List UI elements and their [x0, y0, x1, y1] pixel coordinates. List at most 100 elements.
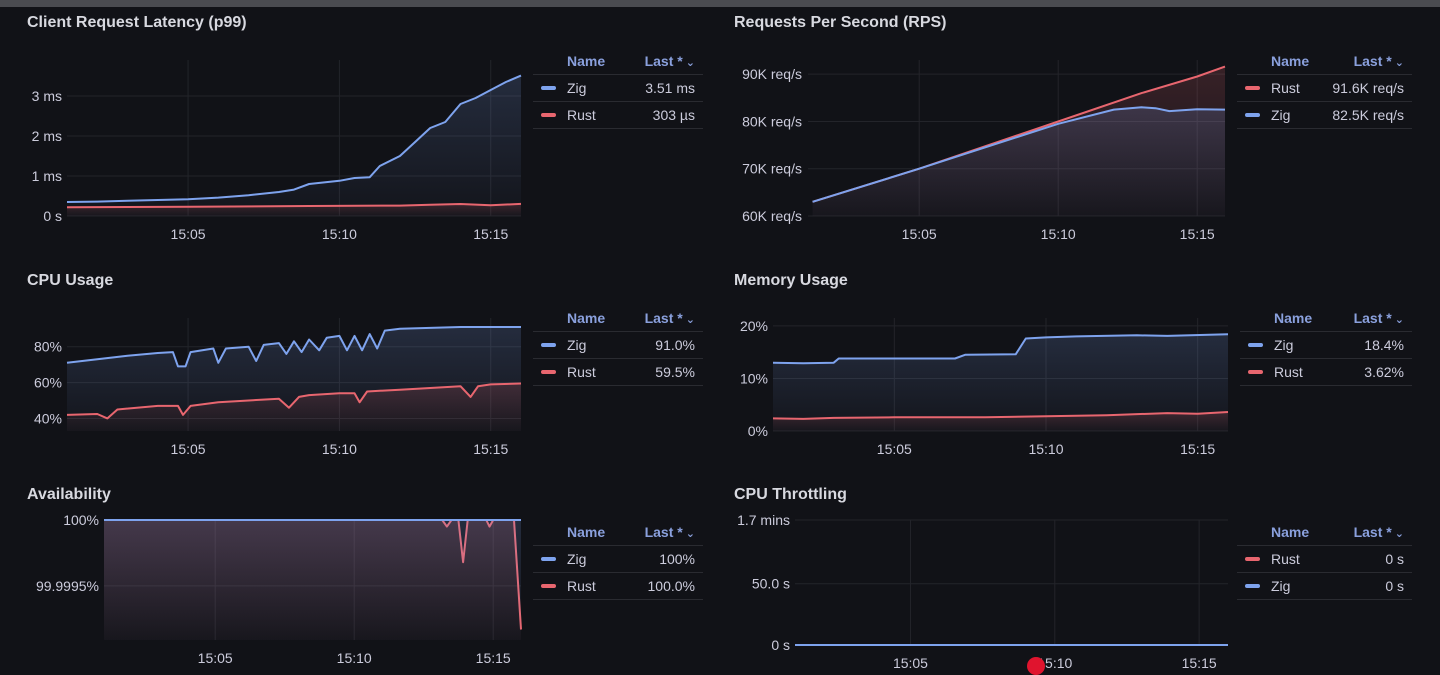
- legend-name-header[interactable]: Name: [567, 53, 606, 69]
- y-tick-label: 10%: [740, 370, 768, 386]
- x-tick-label: 15:10: [337, 650, 372, 666]
- series-area-rust: [67, 383, 521, 431]
- legend-name-header[interactable]: Name: [567, 310, 606, 326]
- legend-last-header[interactable]: Last * ⌄: [645, 310, 703, 326]
- series-line-zig[interactable]: [66, 74, 522, 203]
- chevron-down-icon: ⌄: [682, 528, 695, 540]
- legend-name-header[interactable]: Name: [1274, 310, 1313, 326]
- series-area-zig: [773, 334, 1228, 431]
- legend-last-header[interactable]: Last * ⌄: [645, 53, 703, 69]
- legend-name-header[interactable]: Name: [1271, 53, 1310, 69]
- legend-row-rust[interactable]: Rust 91.6K req/s: [1237, 75, 1412, 102]
- panel-client-request-latency-p99[interactable]: Client Request Latency (p99) 0 s 1 ms 2 ms 3…: [18, 8, 710, 258]
- series-line-rust[interactable]: [772, 411, 1229, 420]
- panel-requests-per-second-rps[interactable]: Requests Per Second (RPS) 60K req/s 70K re…: [725, 8, 1420, 258]
- y-tick-label: 2 ms: [32, 128, 62, 144]
- legend-series-label: Rust: [1271, 551, 1300, 567]
- legend-series-name: Zig: [533, 551, 659, 567]
- legend-row-zig[interactable]: Zig 3.51 ms: [533, 75, 703, 102]
- series-color-swatch: [1245, 86, 1260, 90]
- panel-title[interactable]: CPU Throttling: [734, 486, 847, 503]
- x-tick-label: 15:05: [198, 650, 233, 666]
- mouse-cursor-indicator: [1027, 657, 1045, 675]
- legend-row-zig[interactable]: Zig 0 s: [1237, 573, 1412, 600]
- legend-header: Name Last * ⌄: [533, 48, 703, 75]
- legend-last-header-label: Last *: [1353, 310, 1392, 326]
- y-tick-label: 40%: [34, 410, 62, 426]
- panel-cpu-usage[interactable]: CPU Usage 40% 60% 80% 15:05 15:10 15:15 Name Las…: [18, 266, 710, 472]
- y-tick-label: 0 s: [771, 637, 790, 653]
- legend-row-rust[interactable]: Rust 59.5%: [533, 359, 703, 386]
- y-tick-label: 60%: [34, 375, 62, 391]
- legend-row-zig[interactable]: Zig 100%: [533, 546, 703, 573]
- legend-series-label: Rust: [567, 364, 596, 380]
- y-tick-label: 80%: [34, 339, 62, 355]
- series-line-rust[interactable]: [66, 202, 522, 209]
- series-line-zig[interactable]: [66, 326, 521, 368]
- legend-series-name: Zig: [1237, 107, 1332, 123]
- legend-row-zig[interactable]: Zig 91.0%: [533, 332, 703, 359]
- legend-row-rust[interactable]: Rust 0 s: [1237, 546, 1412, 573]
- panel-title[interactable]: Availability: [27, 486, 111, 503]
- chevron-down-icon: ⌄: [1391, 57, 1404, 69]
- legend-series-label: Zig: [567, 551, 587, 567]
- legend-row-zig[interactable]: Zig 82.5K req/s: [1237, 102, 1412, 129]
- y-tick-label: 3 ms: [32, 88, 62, 104]
- series-line-zig[interactable]: [812, 106, 1226, 203]
- legend-last-header-label: Last *: [1353, 524, 1392, 540]
- chart-svg: 0% 10% 20% 15:05 15:10 15:15: [740, 318, 1229, 457]
- legend-series-label: Zig: [1271, 107, 1291, 123]
- legend-series-label: Rust: [567, 578, 596, 594]
- legend-name-header[interactable]: Name: [1271, 524, 1310, 540]
- legend-last-header[interactable]: Last * ⌄: [1354, 524, 1412, 540]
- legend-table: Name Last * ⌄ Zig 100% Rust 100.0%: [533, 519, 703, 600]
- legend-last-header-label: Last *: [644, 524, 683, 540]
- legend-last-value: 100.0%: [647, 578, 695, 594]
- legend-series-name: Rust: [533, 364, 655, 380]
- panel-availability[interactable]: Availability 99.9995% 100% 15:05 15:10 15:15 N…: [18, 480, 710, 671]
- chart-svg: 40% 60% 80% 15:05 15:10 15:15: [34, 318, 522, 457]
- panel-title[interactable]: Memory Usage: [734, 272, 848, 289]
- panel-title[interactable]: CPU Usage: [27, 272, 114, 289]
- series-area-rust: [773, 412, 1228, 431]
- legend-last-header[interactable]: Last * ⌄: [645, 524, 703, 540]
- legend-header: Name Last * ⌄: [1237, 519, 1412, 546]
- panel-memory-usage[interactable]: Memory Usage 0% 10% 20% 15:05 15:10 15:15 Name L…: [725, 266, 1420, 472]
- series-color-swatch: [541, 86, 556, 90]
- panel-title[interactable]: Client Request Latency (p99): [27, 14, 247, 31]
- legend-series-label: Zig: [1271, 578, 1291, 594]
- legend-series-name: Zig: [1240, 337, 1364, 353]
- legend-row-zig[interactable]: Zig 18.4%: [1240, 332, 1412, 359]
- legend-last-value: 100%: [659, 551, 695, 567]
- panel-title[interactable]: Requests Per Second (RPS): [734, 14, 947, 31]
- series-color-swatch: [541, 557, 556, 561]
- legend-last-value: 82.5K req/s: [1332, 107, 1404, 123]
- y-tick-label: 80K req/s: [742, 113, 802, 129]
- legend-row-rust[interactable]: Rust 303 µs: [533, 102, 703, 129]
- legend-row-rust[interactable]: Rust 100.0%: [533, 573, 703, 600]
- y-tick-label: 20%: [740, 318, 768, 334]
- series-line-zig[interactable]: [772, 333, 1229, 365]
- series-area-zig: [812, 107, 1225, 216]
- legend-row-rust[interactable]: Rust 3.62%: [1240, 359, 1412, 386]
- x-tick-label: 15:15: [1182, 655, 1217, 671]
- legend-last-header-label: Last *: [1353, 53, 1392, 69]
- legend-series-name: Rust: [1237, 80, 1332, 96]
- chevron-down-icon: ⌄: [682, 57, 695, 69]
- legend-last-value: 3.51 ms: [645, 80, 695, 96]
- legend-last-header-label: Last *: [644, 310, 683, 326]
- y-tick-label: 70K req/s: [742, 161, 802, 177]
- x-tick-label: 15:05: [902, 226, 937, 242]
- legend-last-value: 3.62%: [1364, 364, 1404, 380]
- x-tick-label: 15:10: [1028, 441, 1063, 457]
- legend-table: Name Last * ⌄ Rust 0 s Zig 0 s: [1237, 519, 1412, 600]
- series-line-rust[interactable]: [66, 382, 522, 420]
- legend-header: Name Last * ⌄: [533, 519, 703, 546]
- chart-svg: 99.9995% 100% 15:05 15:10 15:15: [36, 512, 522, 666]
- legend-last-header[interactable]: Last * ⌄: [1354, 310, 1412, 326]
- legend-last-header[interactable]: Last * ⌄: [1354, 53, 1412, 69]
- legend-series-name: Rust: [1240, 364, 1364, 380]
- panel-cpu-throttling[interactable]: CPU Throttling 0 s 50.0 s 1.7 mins 15:05 15:1…: [725, 480, 1420, 671]
- legend-name-header[interactable]: Name: [567, 524, 606, 540]
- legend-last-header-label: Last *: [644, 53, 683, 69]
